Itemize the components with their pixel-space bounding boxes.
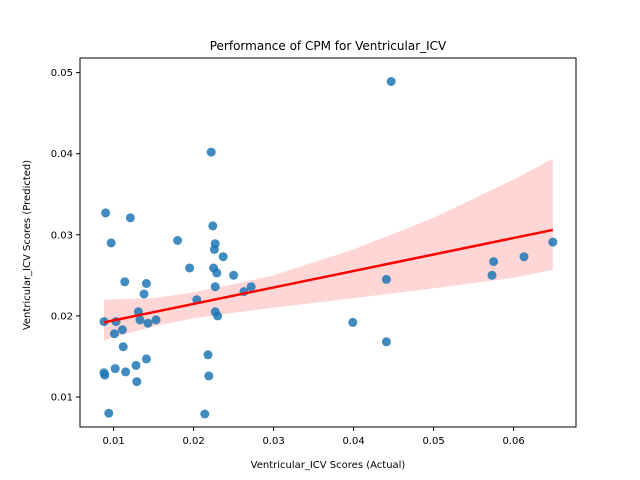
data-point: [386, 77, 396, 86]
data-point: [118, 342, 128, 352]
data-point: [110, 364, 120, 374]
axes-layer: 0.01 0.02 0.03 0.04 0.05 0.06 0.01 0.02 0.03 0.04…: [51, 57, 577, 447]
data-point: [348, 317, 358, 327]
data-point: [132, 377, 142, 387]
data-point: [100, 370, 110, 380]
y-tick-label: 0.03: [51, 230, 73, 241]
x-tick-label: 0.01: [102, 436, 124, 447]
confidence-band-layer: [104, 158, 553, 341]
data-point: [208, 221, 218, 231]
data-point: [203, 350, 213, 360]
data-point: [143, 318, 153, 328]
data-point: [106, 238, 116, 248]
x-tick-label: 0.04: [342, 436, 364, 447]
data-point: [200, 409, 210, 419]
data-point: [125, 213, 135, 223]
y-tick-label: 0.04: [51, 149, 73, 160]
data-point: [131, 360, 141, 370]
data-point: [173, 236, 183, 245]
regression-line: [103, 228, 554, 324]
data-point: [139, 289, 149, 299]
data-point: [519, 252, 529, 262]
x-tick-label: 0.02: [182, 436, 204, 447]
chart-title: Performance of CPM for Ventricular_ICV: [210, 39, 447, 53]
data-point: [489, 257, 499, 267]
data-point: [151, 315, 161, 325]
data-points-layer: [99, 77, 558, 419]
data-point: [210, 282, 220, 292]
data-point: [109, 329, 119, 339]
data-point: [121, 367, 131, 377]
data-point: [101, 208, 111, 218]
data-point: [135, 315, 145, 325]
data-point: [381, 274, 391, 284]
data-point: [120, 277, 130, 287]
plot-frame: [79, 57, 577, 428]
regression-line-layer: [103, 228, 554, 324]
y-tick-label: 0.02: [51, 311, 73, 322]
data-point: [141, 354, 151, 364]
y-axis-title: Ventricular_ICV Scores (Predicted): [22, 160, 33, 330]
y-tick-label: 0.01: [51, 392, 73, 403]
data-point: [104, 408, 114, 418]
y-tick-label: 0.05: [51, 68, 73, 79]
confidence-band: [104, 158, 553, 341]
data-point: [381, 337, 391, 347]
data-point: [218, 252, 228, 262]
data-point: [213, 311, 223, 321]
data-point: [117, 325, 127, 335]
x-tick-label: 0.05: [422, 436, 444, 447]
x-axis-title: Ventricular_ICV Scores (Actual): [251, 460, 406, 471]
data-point: [548, 237, 558, 247]
data-point: [229, 270, 239, 280]
data-point: [487, 270, 497, 280]
x-tick-label: 0.03: [262, 436, 284, 447]
data-point: [212, 268, 222, 278]
x-tick-label: 0.06: [502, 436, 524, 447]
data-point: [185, 263, 195, 273]
data-point: [206, 147, 216, 157]
data-point: [204, 371, 214, 381]
data-point: [141, 279, 151, 288]
data-point: [210, 239, 220, 249]
data-point: [246, 282, 256, 292]
